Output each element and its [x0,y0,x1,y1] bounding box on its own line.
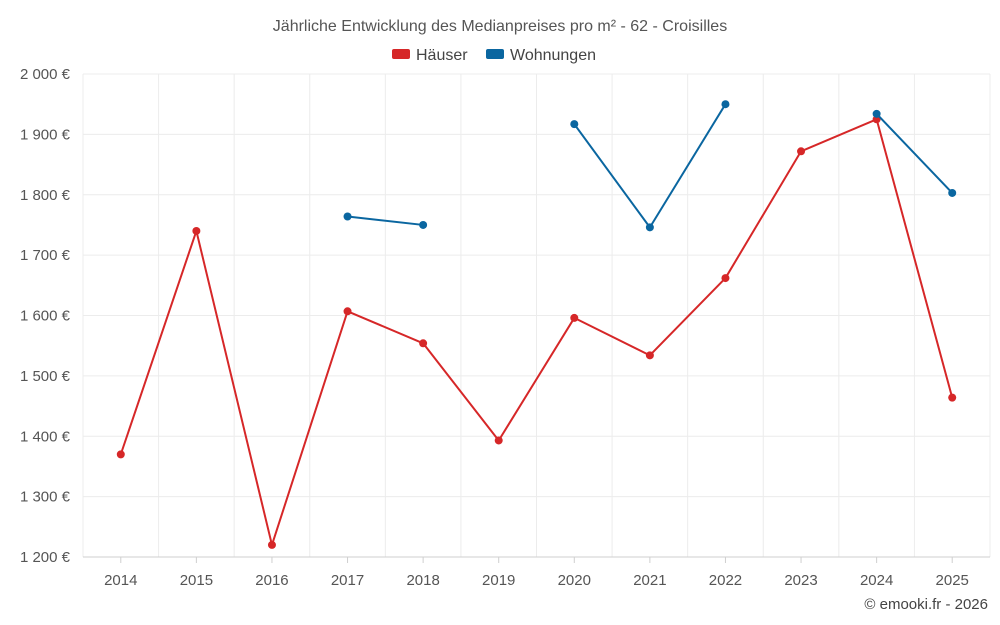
data-point [116,450,125,459]
series-haeuser [116,115,957,549]
series-line [347,215,424,226]
y-tick-label: 1 400 € [20,428,71,445]
data-point [192,226,201,235]
series-line [119,118,954,546]
x-tick-label: 2020 [558,572,591,589]
data-point [721,274,730,283]
credit-label: © emooki.fr - 2026 [864,596,988,613]
y-tick-label: 1 200 € [20,549,71,566]
y-axis: 1 200 € 1 300 € 1 400 € 1 500 € 1 600 € 1 700… [20,66,71,566]
y-tick-label: 1 700 € [20,247,71,264]
series-wohnungen [343,100,957,232]
data-point [645,223,654,232]
data-point [419,220,428,229]
y-tick-label: 1 600 € [20,308,71,325]
x-tick-label: 2021 [633,572,666,589]
series-line [875,113,953,194]
data-point [645,351,654,360]
legend-label: Häuser [416,47,468,64]
x-axis: 2014 2015 2016 2017 2018 2019 2020 2021 2022 2023… [83,556,990,589]
x-tick-label: 2017 [331,572,364,589]
x-tick-label: 2018 [406,572,439,589]
legend-item-wohnungen: Wohnungen [486,47,596,64]
legend: Häuser Wohnungen [392,47,596,64]
legend-swatch [486,49,504,59]
data-point [570,120,579,129]
y-tick-label: 1 800 € [20,187,71,204]
x-tick-label: 2014 [104,572,137,589]
x-tick-label: 2015 [180,572,213,589]
x-tick-label: 2025 [936,572,969,589]
legend-swatch [392,49,410,59]
legend-item-haeuser: Häuser [392,47,468,64]
data-point [267,540,276,549]
x-tick-label: 2022 [709,572,742,589]
data-point [948,393,957,402]
y-tick-label: 1 300 € [20,489,71,506]
x-tick-label: 2023 [784,572,817,589]
data-point [343,212,352,221]
x-tick-label: 2019 [482,572,515,589]
legend-label: Wohnungen [510,47,596,64]
x-tick-label: 2016 [255,572,288,589]
y-tick-label: 1 500 € [20,368,71,385]
chart-title: Jährliche Entwicklung des Medianpreises … [273,18,727,35]
data-point [797,147,806,156]
data-point [570,313,579,322]
y-tick-label: 1 900 € [20,126,71,143]
data-point [872,109,881,118]
y-tick-label: 2 000 € [20,66,71,83]
data-point [494,436,503,445]
gridlines [82,73,991,558]
series-line [573,103,727,229]
data-point [343,307,352,316]
series-layer [116,100,957,549]
x-tick-label: 2024 [860,572,893,589]
data-point [948,188,957,197]
data-point [419,339,428,348]
data-point [721,100,730,109]
